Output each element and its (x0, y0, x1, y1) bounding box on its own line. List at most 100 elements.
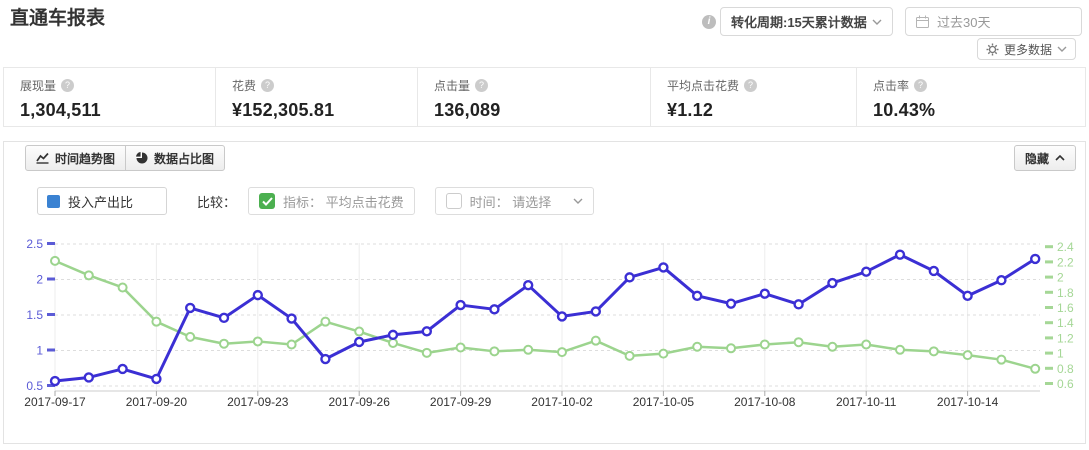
indicator-compare-checkbox[interactable]: 指标： 平均点击花费 (248, 187, 415, 215)
data-point (827, 341, 838, 352)
data-point (556, 311, 568, 322)
left-tick-label: 0.5 (26, 379, 43, 393)
data-point (658, 348, 669, 359)
left-tick-label: 1.5 (26, 308, 43, 322)
data-point (928, 346, 939, 357)
data-point (489, 346, 500, 357)
data-point (658, 262, 669, 273)
x-tick-label: 2017-10-02 (531, 395, 593, 409)
data-point (624, 272, 635, 283)
left-tick (47, 242, 55, 245)
right-tick-label: 0.8 (1057, 362, 1074, 376)
hide-label: 隐藏 (1024, 151, 1049, 166)
data-point (320, 353, 331, 365)
tab-time-trend[interactable]: 时间趋势图 (25, 145, 127, 171)
calendar-icon (916, 15, 929, 28)
data-point (962, 350, 973, 361)
help-icon[interactable]: ? (475, 79, 489, 92)
info-icon[interactable]: i (702, 15, 716, 29)
left-tick (47, 384, 55, 387)
data-point (523, 279, 534, 291)
x-tick-label: 2017-09-20 (126, 395, 188, 409)
data-point (489, 304, 500, 315)
chevron-down-icon (1057, 46, 1067, 52)
data-point (692, 341, 703, 352)
data-point (354, 326, 365, 337)
x-tick-label: 2017-09-29 (430, 395, 492, 409)
x-tick-label: 2017-10-11 (836, 395, 897, 409)
data-point (861, 266, 872, 277)
data-point (455, 342, 466, 353)
more-data-label: 更多数据 (1004, 42, 1053, 57)
checkbox-checked-icon[interactable] (259, 193, 276, 209)
x-tick-label: 2017-10-05 (633, 395, 695, 409)
help-icon[interactable]: ? (914, 79, 928, 92)
data-point (185, 331, 196, 342)
right-tick (1045, 275, 1053, 279)
line-chart-icon (36, 152, 49, 164)
data-point (252, 336, 263, 347)
topbar: 直通车报表 i 转化周期:15天累计数据 过去30天 更多数据 (0, 0, 1089, 62)
data-point (590, 335, 601, 346)
more-data-button[interactable]: 更多数据 (977, 38, 1077, 60)
conversion-cycle-select[interactable]: 转化周期:15天累计数据 (720, 7, 893, 36)
stat-value: ¥1.12 (667, 100, 714, 120)
tabbar: 时间趋势图 数据占比图 隐藏 (4, 142, 1085, 171)
checkbox-unchecked-icon[interactable] (445, 193, 462, 209)
chart-panel: 时间趋势图 数据占比图 隐藏 投入产出比 比较： 指标： 平均点击花费 (3, 141, 1086, 444)
trend-chart: 2017-09-17 2017-09-20 2017-09-23 2017-09-26… (24, 237, 1074, 409)
stat-value: 10.43% (873, 100, 936, 120)
data-point (793, 337, 804, 348)
compare-label: 比较： (197, 194, 237, 210)
stat-avg-cpc: 平均点击花费? ¥1.12 (650, 68, 856, 126)
right-tick (1045, 290, 1053, 294)
data-point (692, 290, 703, 302)
data-point (83, 372, 95, 383)
data-point (286, 339, 297, 350)
right-tick-label: 1.2 (1057, 331, 1074, 345)
metric-selector[interactable]: 投入产出比 (37, 187, 167, 215)
chevron-up-icon (1055, 155, 1065, 161)
right-tick-label: 1.4 (1057, 316, 1074, 330)
right-tick (1045, 321, 1053, 325)
left-tick-label: 2 (36, 273, 43, 287)
help-icon[interactable]: ? (61, 79, 75, 92)
x-tick-label: 2017-09-23 (227, 395, 289, 409)
data-point (726, 343, 736, 354)
chart-area: 2017-09-17 2017-09-20 2017-09-23 2017-09-26… (4, 231, 1085, 419)
tab-label: 数据占比图 (154, 151, 215, 166)
left-tick-label: 2.5 (26, 237, 43, 251)
data-point (421, 326, 432, 337)
indicator-label: 指标： 平均点击花费 (283, 194, 404, 210)
metric-label: 投入产出比 (68, 194, 134, 210)
data-point (49, 375, 61, 387)
stat-cost: 花费? ¥152,305.81 (215, 68, 417, 126)
right-tick (1045, 260, 1053, 264)
help-icon[interactable]: ? (261, 79, 275, 92)
tab-data-share[interactable]: 数据占比图 (125, 145, 226, 171)
stat-label: 平均点击花费 (667, 79, 740, 93)
data-point (523, 344, 534, 355)
data-point (421, 347, 432, 358)
data-point (624, 350, 635, 361)
pie-chart-icon (136, 152, 148, 164)
stats-row: 展现量? 1,304,511 花费? ¥152,305.81 点击量? 136,… (3, 67, 1086, 127)
data-point (861, 339, 872, 350)
data-point (151, 316, 162, 327)
stat-value: 1,304,511 (20, 100, 101, 120)
data-point (1030, 363, 1041, 374)
data-point (388, 337, 398, 348)
right-tick-label: 1 (1057, 347, 1064, 361)
data-point (996, 275, 1007, 286)
date-range-picker[interactable]: 过去30天 (905, 7, 1082, 36)
data-point (83, 270, 94, 281)
data-point (996, 354, 1007, 365)
x-tick-label: 2017-10-08 (734, 395, 796, 409)
help-icon[interactable]: ? (744, 79, 758, 92)
stat-value: 136,089 (434, 100, 501, 120)
stat-impressions: 展现量? 1,304,511 (4, 68, 215, 126)
right-tick (1045, 382, 1053, 385)
hide-button[interactable]: 隐藏 (1013, 145, 1076, 171)
time-compare-select[interactable]: 时间： 请选择 (434, 187, 595, 215)
data-point (557, 347, 567, 358)
